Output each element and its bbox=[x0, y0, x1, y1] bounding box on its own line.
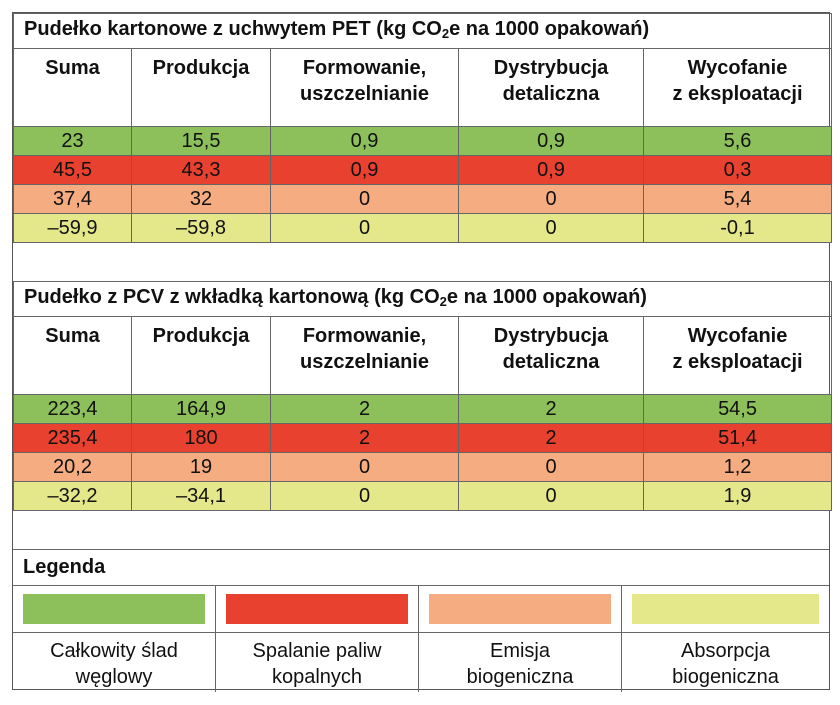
table-cell: 15,5 bbox=[131, 126, 271, 156]
header-wycofanie: Wycofanie z eksploatacji bbox=[643, 48, 832, 127]
table-cell: 5,6 bbox=[643, 126, 832, 156]
header-produkcja: Produkcja bbox=[131, 48, 271, 127]
table-cell: –34,1 bbox=[131, 481, 271, 511]
table-cell: 19 bbox=[131, 452, 271, 482]
table-cell: 5,4 bbox=[643, 184, 832, 214]
table-row: 37,4 32 0 0 5,4 bbox=[13, 184, 832, 214]
table-cell: 32 bbox=[131, 184, 271, 214]
legend-label: Absorpcja biogeniczna bbox=[672, 640, 779, 688]
legend-swatch bbox=[429, 594, 611, 624]
header-dystrybucja: Dystrybucja detaliczna bbox=[458, 316, 644, 395]
table-cell: 0 bbox=[270, 213, 459, 243]
table-cell: 23 bbox=[13, 126, 132, 156]
header-produkcja: Produkcja bbox=[131, 316, 271, 395]
table-cell: –59,9 bbox=[13, 213, 132, 243]
legend-swatch bbox=[23, 594, 205, 624]
table-cell: 2 bbox=[458, 394, 644, 424]
table-cell: 54,5 bbox=[642, 394, 833, 424]
table-cell: 180 bbox=[131, 423, 271, 453]
table-row: 235,4 180 2 2 51,4 bbox=[13, 423, 833, 453]
table-cell: 51,4 bbox=[642, 423, 833, 453]
table-cell: 2 bbox=[458, 423, 644, 453]
table-cell: 0 bbox=[458, 213, 644, 243]
table-cell: 0 bbox=[270, 184, 459, 214]
table-cell: 45,5 bbox=[13, 155, 132, 185]
table-cell: 37,4 bbox=[13, 184, 132, 214]
legend-divider bbox=[13, 632, 829, 633]
header-row: Suma Produkcja Formowanie, uszczelnianie … bbox=[13, 48, 832, 127]
table-cell: 235,4 bbox=[13, 423, 132, 453]
table-row: –32,2 –34,1 0 0 1,9 bbox=[13, 481, 833, 511]
header-suma: Suma bbox=[13, 316, 132, 395]
emissions-table-frame: Pudełko kartonowe z uchwytem PET (kg CO2… bbox=[12, 12, 833, 692]
table-cell: 20,2 bbox=[13, 452, 132, 482]
table-title-row: Pudełko z PCV z wkładką kartonową (kg CO… bbox=[12, 281, 833, 317]
header-formowanie: Formowanie, uszczelnianie bbox=[270, 48, 459, 127]
legend-swatch bbox=[632, 594, 819, 624]
table-row: –59,9 –59,8 0 0 -0,1 bbox=[13, 213, 832, 243]
table-row: 45,5 43,3 0,9 0,9 0,3 bbox=[13, 155, 832, 185]
table-cell: 0 bbox=[458, 184, 644, 214]
legend-title: Legenda bbox=[13, 549, 829, 585]
legend-label: Całkowity ślad węglowy bbox=[50, 640, 178, 688]
table-title: Pudełko kartonowe z uchwytem PET (kg CO2… bbox=[13, 13, 832, 49]
header-row: Suma Produkcja Formowanie, uszczelnianie … bbox=[13, 316, 833, 395]
table-cell: 1,9 bbox=[642, 481, 833, 511]
table-cell: 223,4 bbox=[13, 394, 132, 424]
table-cell: 2 bbox=[270, 394, 459, 424]
table-cell: 0 bbox=[270, 481, 459, 511]
legend-label: Spalanie paliw kopalnych bbox=[252, 640, 382, 688]
table-cell: 0 bbox=[270, 452, 459, 482]
legend-item-biogenic-absorption: Absorpcja biogeniczna bbox=[621, 586, 829, 692]
table-pvc-box: Pudełko z PCV z wkładką kartonową (kg CO… bbox=[12, 281, 833, 511]
legend-item-fossil: Spalanie paliw kopalnych bbox=[215, 586, 418, 692]
table-cell: 0,9 bbox=[458, 126, 644, 156]
header-wycofanie: Wycofanie z eksploatacji bbox=[642, 316, 833, 395]
header-formowanie: Formowanie, uszczelnianie bbox=[270, 316, 459, 395]
table-title: Pudełko z PCV z wkładką kartonową (kg CO… bbox=[12, 281, 833, 317]
table-cell: 164,9 bbox=[131, 394, 271, 424]
table-title-row: Pudełko kartonowe z uchwytem PET (kg CO2… bbox=[13, 13, 832, 49]
table-cell: -0,1 bbox=[643, 213, 832, 243]
legend: Całkowity ślad węglowy Spalanie paliw kopa… bbox=[13, 585, 829, 692]
legend-label: Emisja biogeniczna bbox=[466, 640, 574, 688]
table-row: 223,4 164,9 2 2 54,5 bbox=[13, 394, 833, 424]
header-suma: Suma bbox=[13, 48, 132, 127]
table-cell: 0,9 bbox=[270, 155, 459, 185]
table-cell: –32,2 bbox=[13, 481, 132, 511]
table-cell: 0 bbox=[458, 481, 644, 511]
table-cell: 0,9 bbox=[270, 126, 459, 156]
table-pet-box: Pudełko kartonowe z uchwytem PET (kg CO2… bbox=[13, 13, 832, 243]
table-cell: 0,3 bbox=[643, 155, 832, 185]
table-cell: 2 bbox=[270, 423, 459, 453]
legend-item-biogenic-emission: Emisja biogeniczna bbox=[418, 586, 621, 692]
header-dystrybucja: Dystrybucja detaliczna bbox=[458, 48, 644, 127]
table-cell: 0,9 bbox=[458, 155, 644, 185]
table-row: 23 15,5 0,9 0,9 5,6 bbox=[13, 126, 832, 156]
legend-item-total: Całkowity ślad węglowy bbox=[13, 586, 215, 692]
table-row: 20,2 19 0 0 1,2 bbox=[13, 452, 833, 482]
table-cell: 1,2 bbox=[642, 452, 833, 482]
legend-swatch bbox=[226, 594, 408, 624]
table-cell: –59,8 bbox=[131, 213, 271, 243]
table-cell: 43,3 bbox=[131, 155, 271, 185]
table-cell: 0 bbox=[458, 452, 644, 482]
